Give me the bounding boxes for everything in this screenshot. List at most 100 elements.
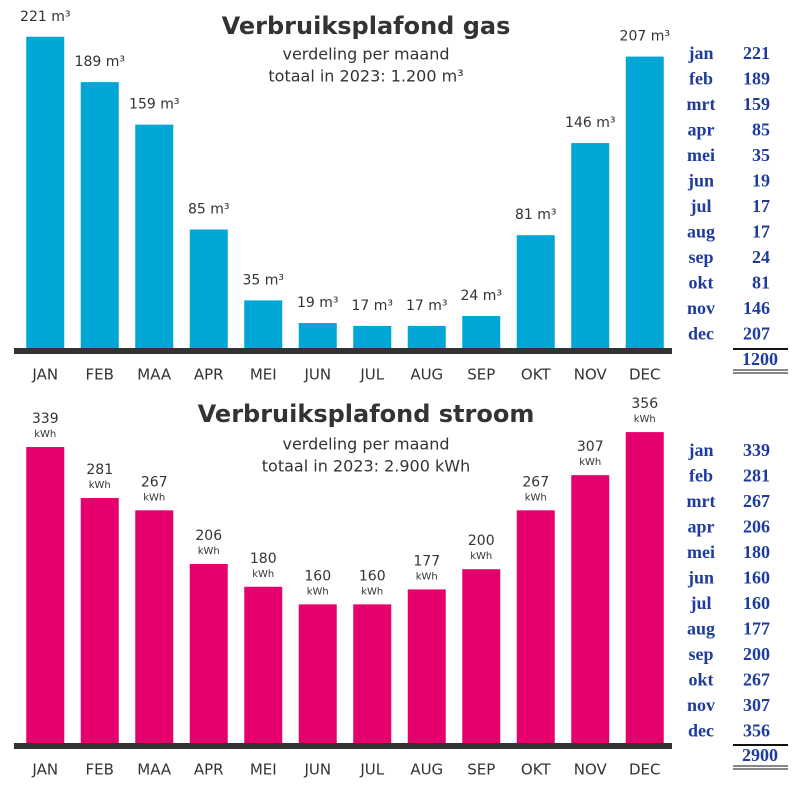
x-tick-label: JAN — [31, 366, 58, 384]
table-value: 267 — [743, 491, 770, 511]
chart-subtitle: verdeling per maand — [282, 45, 449, 64]
table-month: jul — [689, 593, 711, 613]
table-month: jan — [687, 440, 713, 460]
x-tick-label: FEB — [86, 761, 114, 779]
table-value: 339 — [743, 440, 770, 460]
value-label: 200 — [468, 533, 495, 549]
x-tick-label: JAN — [31, 761, 58, 779]
value-label: 159 m³ — [129, 97, 179, 113]
table-value: 160 — [743, 593, 770, 613]
table-month: jul — [689, 196, 711, 216]
x-tick-label: JUL — [359, 761, 384, 779]
bar — [353, 604, 392, 745]
value-unit: kWh — [252, 569, 274, 580]
x-tick-label: MAA — [137, 366, 172, 384]
value-unit: kWh — [579, 457, 601, 468]
table-value: 85 — [752, 120, 770, 140]
value-unit: kWh — [361, 586, 383, 597]
chart-title: Verbruiksplafond gas — [222, 12, 511, 40]
x-tick-label: DEC — [629, 761, 661, 779]
x-tick-label: AUG — [410, 761, 443, 779]
bar — [462, 569, 501, 745]
table-month: jan — [687, 43, 713, 63]
value-unit: kWh — [143, 492, 165, 503]
table-value: 24 — [752, 247, 770, 267]
table-value: 281 — [743, 466, 770, 486]
table-value: 200 — [743, 644, 770, 664]
table-month: okt — [688, 273, 713, 293]
value-unit: kWh — [307, 586, 329, 597]
value-unit: kWh — [416, 571, 438, 582]
chart-title: Verbruiksplafond stroom — [198, 400, 535, 428]
value-label: 24 m³ — [460, 288, 502, 304]
value-label: 17 m³ — [406, 298, 448, 314]
table-month: mei — [687, 542, 715, 562]
value-label: 160 — [359, 568, 386, 584]
bar — [244, 300, 283, 350]
table-value: 189 — [743, 69, 770, 89]
bar — [135, 124, 174, 350]
table-month: mei — [687, 145, 715, 165]
x-tick-label: OKT — [521, 761, 551, 779]
value-unit: kWh — [470, 551, 492, 562]
chart-subtitle: totaal in 2023: 2.900 kWh — [262, 457, 470, 476]
value-label: 221 m³ — [20, 9, 70, 25]
value-unit: kWh — [89, 480, 111, 491]
bar — [462, 315, 501, 350]
table-month: jun — [687, 171, 714, 191]
table-month: nov — [687, 298, 715, 318]
value-unit: kWh — [634, 414, 656, 425]
value-label: 207 m³ — [620, 29, 670, 45]
table-total: 1200 — [742, 349, 778, 369]
table-month: sep — [688, 247, 713, 267]
table-month: okt — [688, 670, 713, 690]
table-value: 177 — [743, 619, 770, 639]
bar — [244, 586, 283, 745]
value-label: 281 — [86, 462, 113, 478]
table-month: sep — [688, 644, 713, 664]
table-month: aug — [687, 222, 715, 242]
chart-subtitle: totaal in 2023: 1.200 m³ — [268, 67, 463, 86]
bar — [625, 432, 664, 745]
value-label: 180 — [250, 551, 277, 567]
x-tick-label: FEB — [86, 366, 114, 384]
table-month: mrt — [687, 491, 716, 511]
bar — [26, 36, 65, 350]
bar — [353, 325, 392, 350]
table-value: 146 — [743, 298, 770, 318]
value-label: 356 — [631, 396, 658, 412]
x-tick-label: APR — [194, 366, 224, 384]
table-value: 267 — [743, 670, 770, 690]
value-unit: kWh — [34, 429, 56, 440]
table-month: dec — [688, 721, 714, 741]
table-value: 17 — [752, 222, 770, 242]
bar — [80, 82, 119, 351]
table-month: apr — [688, 517, 715, 537]
bar — [571, 475, 610, 745]
bar — [571, 143, 610, 350]
bar — [625, 56, 664, 350]
table-value: 160 — [743, 568, 770, 588]
bar — [516, 510, 555, 745]
table-value: 17 — [752, 196, 770, 216]
value-label: 267 — [522, 474, 549, 490]
value-label: 307 — [577, 439, 604, 455]
x-tick-label: SEP — [467, 366, 495, 384]
x-tick-label: NOV — [574, 366, 608, 384]
table-month: feb — [689, 69, 713, 89]
bar — [135, 510, 174, 745]
x-tick-label: JUL — [359, 366, 384, 384]
table-value: 81 — [752, 273, 770, 293]
value-label: 160 — [304, 568, 331, 584]
value-label: 17 m³ — [351, 298, 393, 314]
x-tick-label: AUG — [410, 366, 443, 384]
table-value: 19 — [752, 171, 770, 191]
value-label: 267 — [141, 474, 168, 490]
x-tick-label: OKT — [521, 366, 551, 384]
bar — [407, 325, 446, 350]
table-value: 221 — [743, 43, 770, 63]
x-tick-label: JUN — [303, 366, 331, 384]
table-value: 159 — [743, 94, 770, 114]
x-tick-label: MEI — [250, 761, 277, 779]
